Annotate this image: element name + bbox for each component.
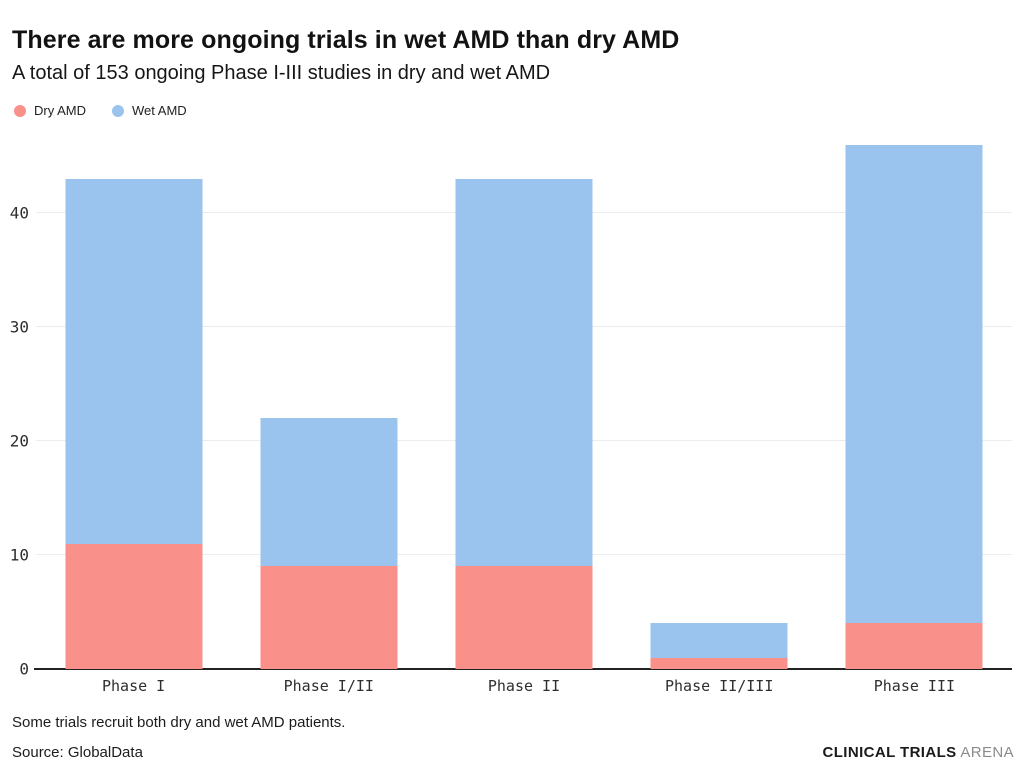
wet-amd-swatch-icon [112,104,124,117]
x-axis-line [34,668,1012,670]
bar-segment-dry-amd[interactable] [260,566,398,669]
y-axis-tick-label-0: 0 [19,659,29,679]
legend-label: Dry AMD [34,103,86,118]
bar-segment-dry-amd[interactable] [845,623,983,669]
legend-item-wet-amd: Wet AMD [112,103,187,118]
bar-segment-wet-amd[interactable] [65,178,203,544]
x-axis-tick-label: Phase II [487,677,561,695]
plot-area: 0 10 20 30 40 Phase I Phase I/II Phase II Phase … [10,140,1012,695]
stacked-bar[interactable] [260,418,398,669]
publisher-logo-light: ARENA [956,744,1014,761]
category-slot-phase-ii: Phase II [426,140,621,695]
category-slot-phase-i-ii: Phase I/II [231,140,426,695]
y-axis-tick-label-40: 40 [9,203,29,223]
legend-item-dry-amd: Dry AMD [14,103,86,118]
bar-segment-dry-amd[interactable] [65,543,203,669]
bar-segment-wet-amd[interactable] [455,178,593,567]
bar-segment-dry-amd[interactable] [455,566,593,669]
stacked-bar[interactable] [650,623,788,669]
x-axis-tick-label: Phase II/III [665,677,774,695]
stacked-bar[interactable] [455,178,593,669]
y-axis-tick-label-30: 30 [9,317,29,337]
dry-amd-swatch-icon [14,104,26,117]
x-axis-tick-label: Phase I/II [283,677,374,695]
x-axis-tick-label: Phase I [101,677,166,695]
category-slot-phase-i: Phase I [36,140,231,695]
stacked-bar[interactable] [65,178,203,669]
bar-segment-wet-amd[interactable] [845,144,983,624]
category-slot-phase-ii-iii: Phase II/III [622,140,817,695]
y-axis-tick-label-20: 20 [9,431,29,451]
source-credit: Source: GlobalData [12,744,143,761]
bar-segment-wet-amd[interactable] [260,418,398,567]
bar-segment-wet-amd[interactable] [650,623,788,658]
legend: Dry AMD Wet AMD [14,103,187,118]
legend-label: Wet AMD [132,103,187,118]
chart-title: There are more ongoing trials in wet AMD… [12,26,680,54]
publisher-logo-bold: CLINICAL TRIALS [822,744,957,761]
footnote: Some trials recruit both dry and wet AMD… [12,714,346,731]
y-axis-tick-label-10: 10 [9,545,29,565]
category-slot-phase-iii: Phase III [817,140,1012,695]
bar-segment-dry-amd[interactable] [650,657,788,669]
x-axis-tick-label: Phase III [873,677,956,695]
stacked-bar[interactable] [845,144,983,669]
publisher-logo: CLINICAL TRIALS ARENA [823,744,1014,761]
chart-subtitle: A total of 153 ongoing Phase I-III studi… [12,62,551,84]
